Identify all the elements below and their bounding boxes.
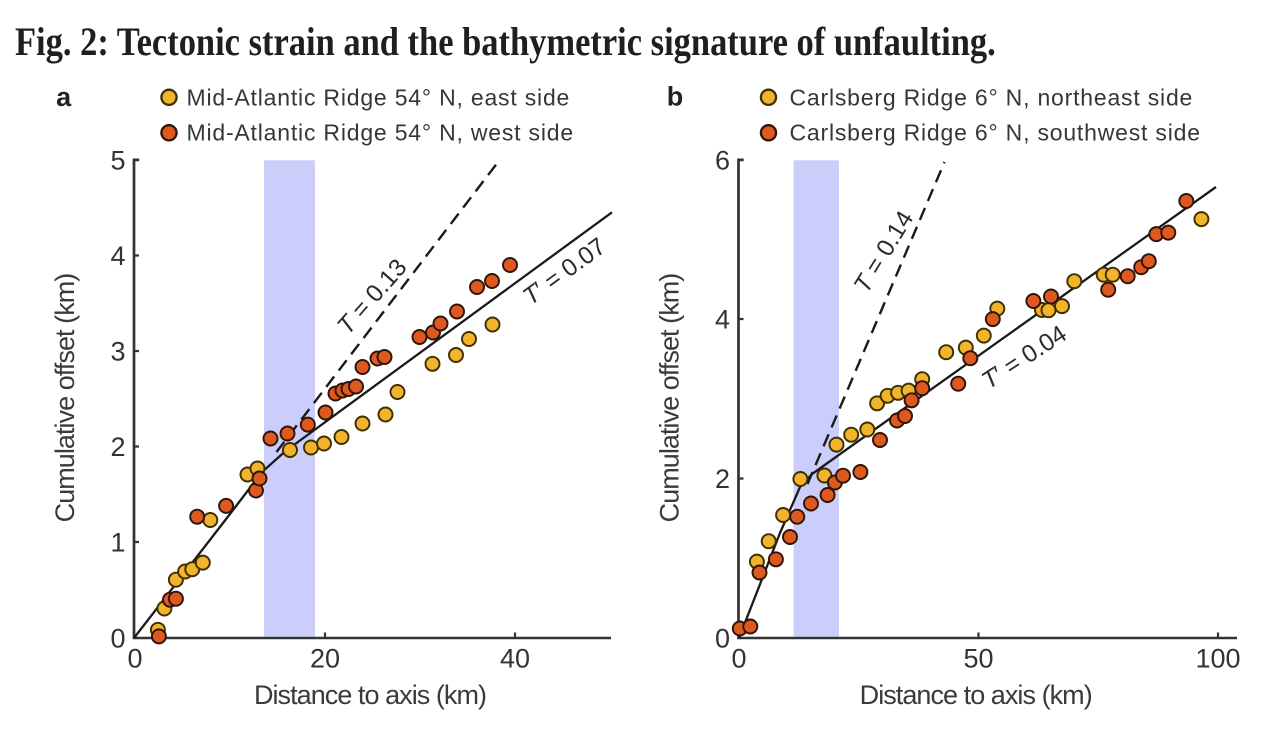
svg-text:0: 0	[731, 644, 746, 674]
svg-text:a: a	[56, 82, 72, 112]
svg-text:0: 0	[715, 624, 730, 654]
svg-text:Distance to axis (km): Distance to axis (km)	[860, 680, 1092, 710]
svg-text:20: 20	[310, 644, 340, 674]
svg-text:Cumulative offset (km): Cumulative offset (km)	[50, 274, 80, 523]
svg-text:Cumulative offset (km): Cumulative offset (km)	[655, 274, 685, 523]
svg-text:3: 3	[110, 337, 125, 367]
svg-text:0: 0	[127, 644, 142, 674]
svg-text:b: b	[667, 82, 684, 112]
svg-text:T = 0.13: T = 0.13	[332, 254, 412, 340]
svg-text:Mid-Atlantic Ridge 54° N, east: Mid-Atlantic Ridge 54° N, east side	[187, 85, 571, 111]
svg-text:Carlsberg Ridge 6° N, northeas: Carlsberg Ridge 6° N, northeast side	[790, 85, 1194, 111]
svg-text:Carlsberg Ridge 6° N, southwes: Carlsberg Ridge 6° N, southwest side	[790, 119, 1201, 145]
svg-text:50: 50	[963, 644, 993, 674]
svg-text:2: 2	[110, 432, 125, 462]
svg-text:T = 0.14: T = 0.14	[849, 206, 919, 297]
svg-text:6: 6	[715, 145, 730, 175]
svg-text:0: 0	[110, 624, 125, 654]
svg-text:Distance to axis (km): Distance to axis (km)	[254, 680, 486, 710]
svg-text:40: 40	[500, 644, 530, 674]
svg-text:100: 100	[1195, 644, 1240, 674]
svg-text:4: 4	[110, 241, 125, 271]
svg-text:Fig. 2: Tectonic strain and th: Fig. 2: Tectonic strain and the bathymet…	[15, 21, 996, 65]
svg-text:Mid-Atlantic Ridge 54° N, west: Mid-Atlantic Ridge 54° N, west side	[187, 119, 574, 145]
svg-text:4: 4	[715, 305, 730, 335]
svg-text:5: 5	[110, 146, 125, 176]
svg-text:T′ = 0.04: T′ = 0.04	[977, 320, 1072, 394]
svg-text:2: 2	[715, 464, 730, 494]
svg-text:1: 1	[110, 528, 125, 558]
